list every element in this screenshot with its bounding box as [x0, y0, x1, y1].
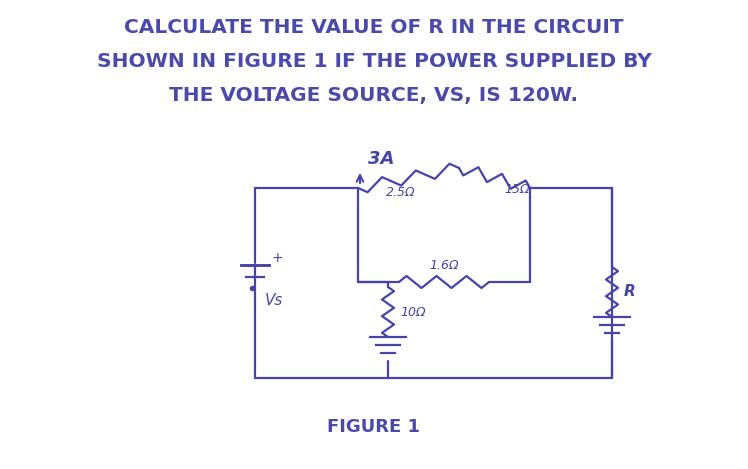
Text: R: R [624, 285, 636, 300]
Text: CALCULATE THE VALUE OF R IN THE CIRCUIT: CALCULATE THE VALUE OF R IN THE CIRCUIT [124, 18, 624, 37]
Text: Vs: Vs [265, 293, 283, 308]
Text: 10Ω: 10Ω [400, 305, 426, 318]
Text: 1.6Ω: 1.6Ω [429, 259, 459, 272]
Text: FIGURE 1: FIGURE 1 [328, 418, 420, 436]
Text: THE VOLTAGE SOURCE, VS, IS 120W.: THE VOLTAGE SOURCE, VS, IS 120W. [170, 86, 578, 105]
Text: 15Ω: 15Ω [504, 183, 530, 196]
Text: 3A: 3A [368, 150, 394, 168]
Text: +: + [272, 251, 283, 265]
Text: 2.5Ω: 2.5Ω [386, 186, 415, 199]
Text: SHOWN IN FIGURE 1 IF THE POWER SUPPLIED BY: SHOWN IN FIGURE 1 IF THE POWER SUPPLIED … [96, 52, 652, 71]
